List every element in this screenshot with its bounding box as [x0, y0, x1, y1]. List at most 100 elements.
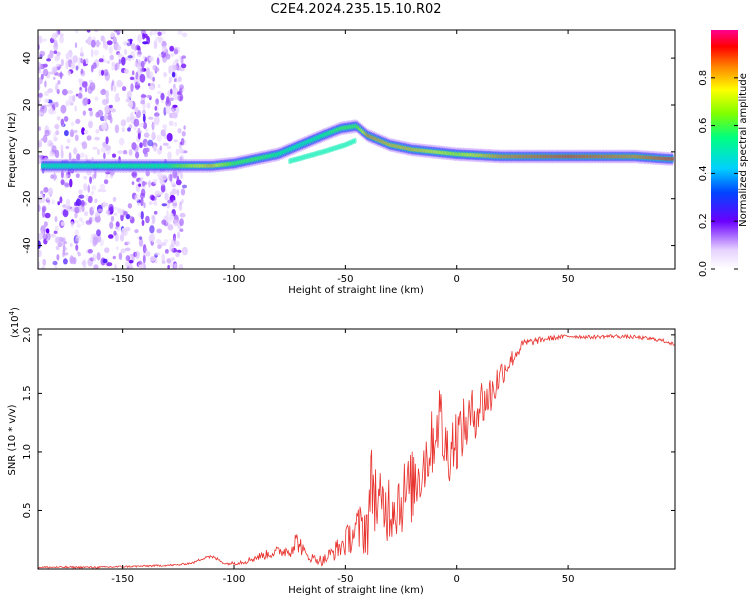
noise-speck [138, 122, 145, 127]
noise-speck [65, 60, 69, 70]
noise-speck [137, 77, 140, 84]
noise-speck [156, 134, 162, 142]
noise-speck [60, 104, 67, 114]
noise-speck [63, 241, 68, 245]
noise-speck [169, 212, 174, 221]
noise-speck [134, 61, 137, 68]
noise-speck [78, 204, 82, 213]
noise-speck [142, 55, 146, 60]
noise-speck [140, 100, 146, 105]
noise-speck [148, 56, 154, 62]
spectrogram-ridge [40, 119, 674, 173]
noise-speck [94, 211, 100, 218]
noise-speck [137, 127, 141, 134]
noise-speck [44, 129, 50, 137]
snr-y-tick-label: 1.0 [22, 444, 33, 460]
noise-speck [142, 114, 146, 123]
noise-speck [112, 153, 116, 158]
noise-speck [159, 37, 164, 43]
noise-speck [104, 247, 110, 254]
snr-x-ticks: -150 -100 -50 0 50 [111, 329, 574, 585]
noise-speck [125, 255, 130, 262]
noise-speck [38, 110, 41, 118]
noise-speck [116, 62, 120, 71]
noise-speck [180, 171, 183, 180]
noise-speck [121, 127, 125, 133]
noise-speck [128, 149, 133, 156]
noise-speck [172, 87, 179, 96]
noise-speck [136, 50, 142, 58]
noise-speck [52, 260, 58, 266]
noise-speck [105, 136, 109, 145]
noise-speck [142, 41, 149, 45]
noise-speck [159, 191, 163, 196]
noise-speck [63, 258, 68, 265]
noise-speck [68, 95, 73, 104]
noise-speck [125, 213, 131, 220]
noise-speck [88, 107, 93, 112]
noise-speck [182, 32, 188, 38]
noise-speck [60, 179, 65, 186]
noise-speck [53, 42, 59, 52]
noise-speck [145, 215, 150, 224]
noise-speck [177, 91, 181, 95]
noise-speck [51, 66, 58, 72]
spectrogram-x-label: Height of straight line (km) [288, 285, 424, 296]
noise-speck [54, 225, 60, 231]
noise-speck [156, 171, 163, 178]
noise-speck [44, 98, 49, 104]
noise-speck [50, 233, 56, 238]
noise-speck [38, 261, 41, 269]
noise-speck [81, 81, 88, 88]
noise-speck [155, 98, 160, 105]
noise-speck [172, 200, 178, 209]
noise-speck [70, 221, 74, 228]
colorbar-tick-label: 0.0 [698, 261, 709, 277]
spectrogram-y-ticks: -40 -20 0 20 40 [22, 52, 675, 254]
noise-speck [74, 105, 77, 112]
noise-speck [38, 240, 41, 249]
noise-speck [87, 184, 90, 193]
noise-speck [96, 229, 101, 237]
snr-x-label: Height of straight line (km) [288, 585, 424, 596]
noise-speck [167, 199, 172, 204]
noise-speck [40, 194, 46, 200]
noise-speck [75, 30, 79, 34]
noise-speck [104, 113, 108, 122]
colorbar-gradient [711, 30, 738, 269]
noise-speck [170, 181, 176, 187]
noise-speck [172, 64, 178, 71]
noise-speck [106, 262, 113, 267]
noise-speck [114, 30, 118, 33]
noise-speck [60, 58, 64, 67]
noise-speck [138, 212, 142, 217]
spectrogram-y-tick-label: -20 [22, 191, 33, 207]
noise-speck [118, 59, 122, 65]
colorbar-tick-label: 0.8 [698, 70, 709, 86]
noise-speck [160, 129, 166, 137]
snr-y-tick-label: 0.5 [22, 503, 33, 519]
noise-speck [141, 110, 146, 115]
noise-speck [50, 174, 55, 180]
noise-speck [82, 59, 87, 67]
noise-speck [56, 254, 60, 261]
noise-speck [131, 70, 135, 76]
noise-speck [56, 116, 61, 121]
noise-speck [165, 99, 172, 107]
noise-speck [127, 203, 133, 209]
noise-speck [57, 80, 61, 85]
noise-speck [148, 116, 154, 120]
noise-speck [110, 82, 114, 92]
noise-speck [162, 142, 169, 146]
noise-speck [44, 90, 49, 97]
noise-speck [145, 251, 151, 257]
noise-speck [175, 106, 180, 114]
noise-speck [166, 145, 172, 149]
noise-speck [76, 153, 81, 161]
noise-speck [183, 125, 186, 130]
noise-speck [65, 52, 70, 60]
noise-speck [152, 76, 155, 82]
noise-speck [40, 190, 44, 195]
noise-speck [97, 188, 102, 193]
